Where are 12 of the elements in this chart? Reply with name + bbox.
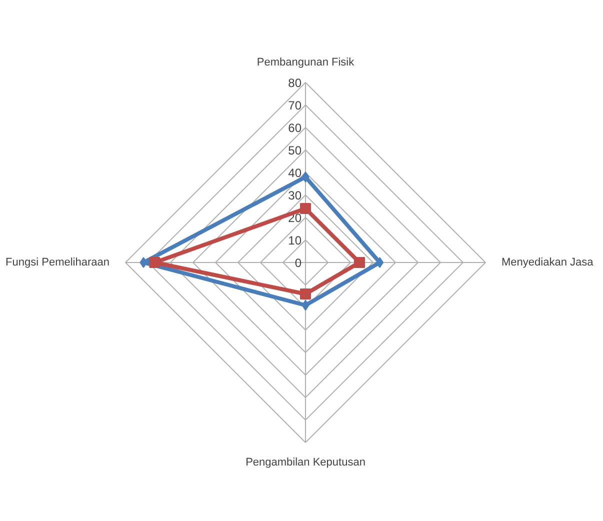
y-tick-label: 0 xyxy=(294,256,302,270)
y-tick-label: 50 xyxy=(288,144,302,158)
spoke-label: Pengambilan Keputusan xyxy=(246,456,366,468)
spoke-label: Menyediakan Jasa xyxy=(502,256,594,268)
y-tick-label: 40 xyxy=(288,166,302,180)
y-tick-label: 70 xyxy=(288,98,302,112)
spoke-label: Pembangunan Fisik xyxy=(256,56,355,68)
y-tick-label: 80 xyxy=(288,76,302,90)
y-tick-label: 10 xyxy=(288,234,302,248)
spoke-label: Fungsi Pemeliharaan xyxy=(6,256,110,268)
y-tick-label: 60 xyxy=(288,121,302,135)
y-tick-label: 30 xyxy=(288,188,302,202)
